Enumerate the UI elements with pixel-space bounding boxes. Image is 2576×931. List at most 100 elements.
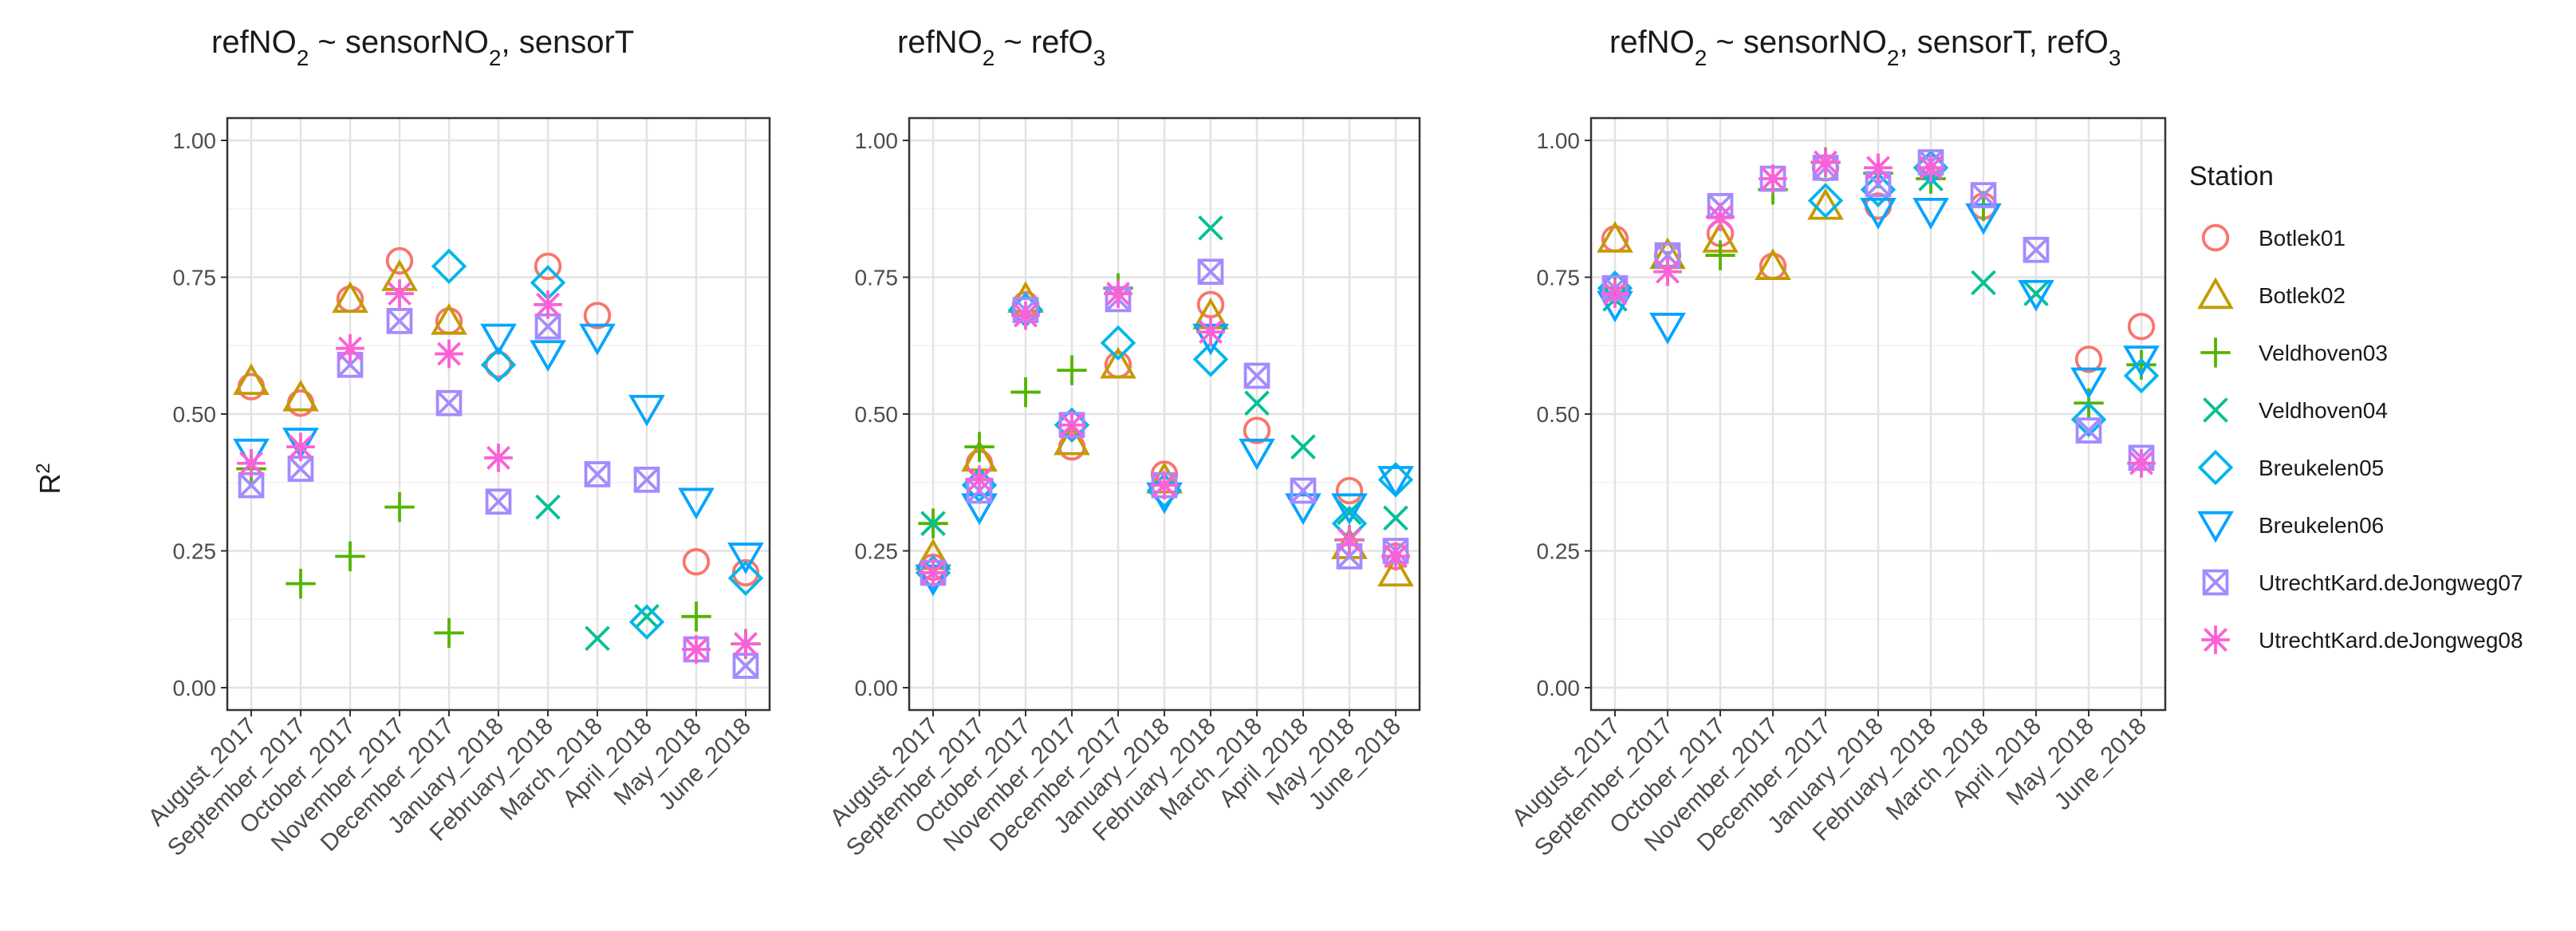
data-point — [386, 308, 413, 334]
legend-key — [2197, 277, 2234, 310]
data-point — [384, 491, 415, 523]
data-point — [2018, 279, 2054, 312]
data-point — [1653, 257, 1682, 286]
data-point — [2070, 401, 2107, 438]
data-point — [682, 548, 711, 576]
series-veldhoven04 — [535, 494, 660, 652]
data-point — [1057, 355, 1087, 385]
legend-item-botlek02: Botlek02 — [2197, 277, 2346, 310]
title-subscript: 2 — [1695, 45, 1707, 70]
data-point — [1649, 313, 1686, 345]
data-point — [1706, 203, 1735, 231]
legend-key — [2201, 625, 2230, 654]
data-point — [480, 323, 517, 356]
title-text: ~ refO — [995, 25, 1093, 60]
data-point — [961, 493, 998, 526]
data-point — [1335, 525, 1364, 554]
data-point — [1807, 183, 1844, 219]
data-point — [1054, 423, 1090, 456]
data-point — [286, 568, 316, 599]
legend-label: Breukelen06 — [2259, 513, 2384, 538]
data-point — [1244, 390, 1270, 416]
data-point — [530, 340, 566, 373]
data-point — [485, 488, 512, 515]
data-point — [1864, 153, 1893, 183]
series-utrechtkard-dejongweg08 — [1601, 148, 2156, 478]
data-point — [385, 279, 414, 308]
title-subscript: 3 — [2109, 45, 2121, 70]
series-breukelen06 — [1597, 197, 2160, 400]
title-text: ~ sensorNO — [309, 25, 489, 60]
data-point — [1755, 248, 1791, 280]
data-point — [1290, 477, 1317, 504]
data-point — [534, 252, 562, 280]
panel-title: refNO2 ~ sensorNO2, sensorT — [211, 25, 634, 70]
plot-border — [908, 116, 1421, 712]
legend-item-botlek01: Botlek01 — [2201, 223, 2346, 252]
data-point — [1058, 410, 1086, 440]
data-point — [1243, 362, 1270, 389]
data-point — [1970, 182, 1997, 208]
y-tick-label: 0.25 — [1537, 539, 1581, 564]
data-point — [286, 432, 315, 462]
y-tick-label: 0.50 — [855, 402, 899, 427]
data-point — [1239, 438, 1275, 471]
data-point — [1377, 554, 1414, 587]
data-point — [1597, 220, 1633, 253]
title-text: refNO — [897, 25, 983, 60]
data-point — [681, 602, 711, 632]
data-point — [585, 625, 610, 652]
y-tick-label: 0.50 — [1537, 402, 1581, 427]
data-point — [2123, 357, 2160, 394]
plot-border — [226, 116, 771, 712]
legend-key — [2200, 337, 2231, 368]
data-point — [1011, 301, 1040, 330]
panel-3: refNO2 ~ sensorNO2, sensorT, refO30.000.… — [1507, 25, 2167, 862]
data-point — [1290, 434, 1316, 460]
data-point — [435, 339, 463, 369]
y-tick-label: 0.00 — [855, 676, 899, 700]
data-point — [634, 604, 660, 629]
data-point — [1196, 318, 1225, 346]
plot-border — [1589, 116, 2167, 712]
data-point — [1377, 466, 1414, 498]
series-veldhoven04 — [920, 215, 1408, 536]
series-utrechtkard-dejongweg08 — [919, 279, 1410, 587]
data-point — [964, 432, 995, 462]
series-utrechtkard-dejongweg08 — [237, 279, 760, 664]
data-point — [1759, 164, 1787, 193]
data-point — [237, 448, 266, 478]
legend-item-breukelen05: Breukelen05 — [2197, 449, 2384, 486]
data-point — [2070, 367, 2107, 400]
data-point — [727, 560, 764, 597]
data-point — [1150, 471, 1179, 500]
data-point — [1811, 148, 1840, 177]
data-point — [583, 302, 612, 329]
y-tick-label: 0.25 — [173, 539, 217, 564]
title-text: refNO — [211, 25, 297, 60]
data-point — [1198, 215, 1223, 241]
legend-key — [2202, 569, 2229, 596]
y-tick-label: 0.25 — [855, 539, 899, 564]
y-tick-label: 0.75 — [855, 266, 899, 290]
data-point — [731, 629, 760, 658]
y-tick-label: 1.00 — [173, 128, 217, 153]
data-point — [1100, 325, 1136, 361]
legend-item-utrechtkard-dejongweg07: UtrechtKard.deJongweg07 — [2202, 569, 2523, 596]
data-point — [534, 290, 562, 319]
data-point — [1381, 542, 1410, 571]
legend-label: UtrechtKard.deJongweg07 — [2259, 570, 2523, 595]
data-point — [2023, 281, 2049, 306]
panels: refNO2 ~ sensorNO2, sensorT 0.00 0.25 0.50 0… — [144, 25, 2167, 862]
data-point — [633, 466, 660, 493]
data-point — [2127, 448, 2156, 478]
data-point — [584, 461, 611, 487]
data-point — [628, 394, 665, 427]
title-subscript: 3 — [1093, 45, 1106, 70]
legend-title: Station — [2189, 161, 2274, 191]
legend-label: Veldhoven03 — [2259, 341, 2388, 365]
data-point — [1285, 493, 1321, 526]
data-point — [1601, 279, 1629, 308]
y-tick-label: 0.75 — [1537, 266, 1581, 290]
y-tick-label: 1.00 — [855, 128, 899, 153]
